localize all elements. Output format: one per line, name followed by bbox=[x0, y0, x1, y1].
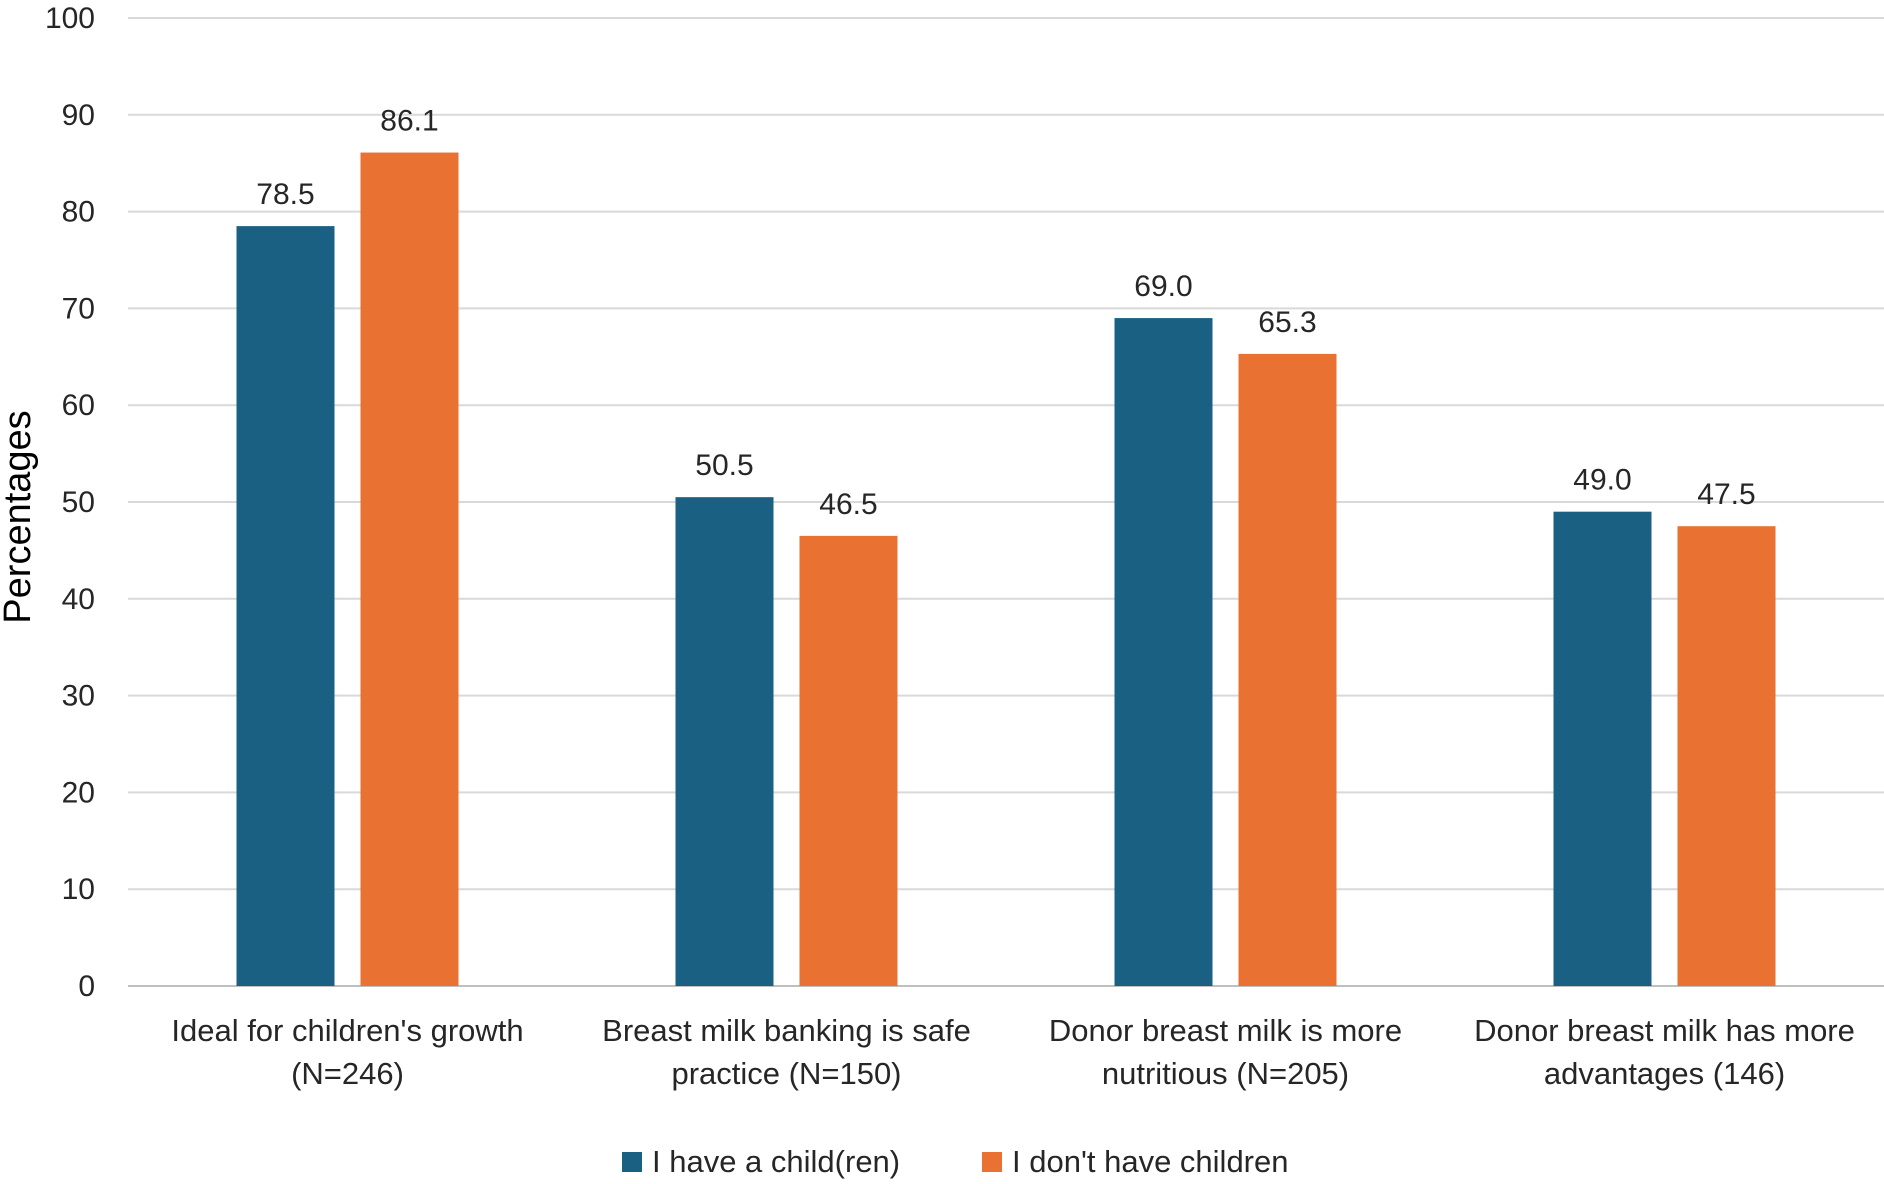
y-tick-label: 70 bbox=[62, 292, 95, 325]
data-label: 69.0 bbox=[1134, 270, 1192, 303]
y-tick-label: 90 bbox=[62, 99, 95, 132]
category-label: Breast milk banking is safe bbox=[602, 1013, 971, 1048]
category-label: Donor breast milk has more bbox=[1474, 1013, 1855, 1048]
bar-no-children bbox=[799, 535, 898, 986]
y-axis-ticks: 0 10 20 30 40 50 60 70 80 90 100 bbox=[45, 2, 95, 1003]
category-label: Donor breast milk is more bbox=[1049, 1013, 1402, 1048]
category-label: (N=246) bbox=[291, 1056, 404, 1091]
y-tick-label: 20 bbox=[62, 776, 95, 809]
y-tick-label: 60 bbox=[62, 389, 95, 422]
bar-have-children bbox=[1553, 511, 1652, 986]
data-label: 86.1 bbox=[380, 105, 438, 138]
bars bbox=[236, 152, 1776, 987]
y-axis-title: Percentages bbox=[0, 410, 39, 623]
legend-label: I don't have children bbox=[1012, 1144, 1289, 1179]
legend-item-have-children[interactable]: I have a child(ren) bbox=[622, 1144, 900, 1179]
data-label: 65.3 bbox=[1258, 306, 1316, 339]
y-tick-label: 50 bbox=[62, 486, 95, 519]
legend[interactable]: I have a child(ren) I don't have children bbox=[622, 1144, 1289, 1179]
data-label: 49.0 bbox=[1573, 464, 1631, 497]
legend-swatch bbox=[982, 1152, 1002, 1172]
y-tick-label: 10 bbox=[62, 873, 95, 906]
bar-no-children bbox=[1677, 526, 1776, 986]
category-label: advantages (146) bbox=[1544, 1056, 1785, 1091]
y-tick-label: 80 bbox=[62, 196, 95, 229]
bar-have-children bbox=[1114, 318, 1213, 987]
bar-no-children bbox=[360, 152, 459, 986]
x-axis-categories: Ideal for children's growth (N=246) Breast… bbox=[171, 1013, 1855, 1091]
y-tick-label: 0 bbox=[78, 970, 95, 1003]
bar-have-children bbox=[236, 226, 335, 986]
y-tick-label: 30 bbox=[62, 680, 95, 713]
legend-item-no-children[interactable]: I don't have children bbox=[982, 1144, 1289, 1179]
data-labels: 78.5 86.1 50.5 46.5 69.0 65.3 49.0 47.5 bbox=[256, 105, 1755, 521]
data-label: 46.5 bbox=[819, 488, 877, 521]
legend-label: I have a child(ren) bbox=[652, 1144, 900, 1179]
y-tick-label: 100 bbox=[45, 2, 95, 35]
data-label: 50.5 bbox=[695, 449, 753, 482]
category-label: Ideal for children's growth bbox=[171, 1013, 523, 1048]
bar-have-children bbox=[675, 497, 774, 986]
legend-swatch bbox=[622, 1152, 642, 1172]
category-label: practice (N=150) bbox=[671, 1056, 901, 1091]
bar-no-children bbox=[1238, 353, 1337, 986]
data-label: 47.5 bbox=[1697, 478, 1755, 511]
data-label: 78.5 bbox=[256, 178, 314, 211]
y-tick-label: 40 bbox=[62, 583, 95, 616]
category-label: nutritious (N=205) bbox=[1102, 1056, 1349, 1091]
